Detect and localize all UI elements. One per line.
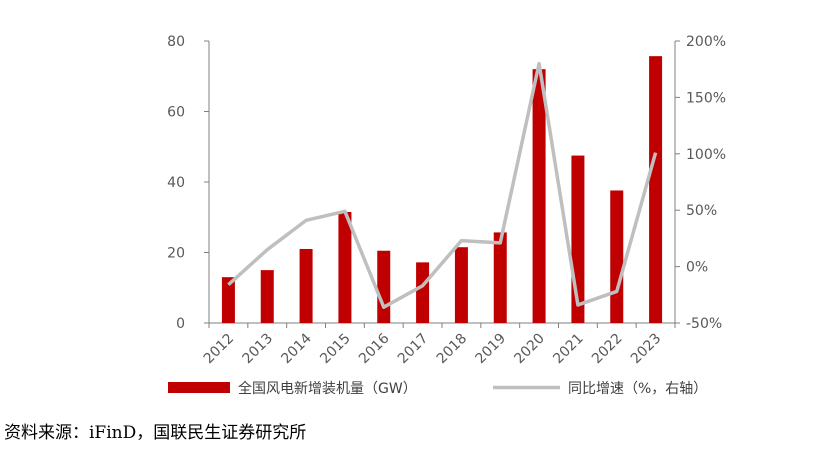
x-tick-label: 2012	[201, 331, 238, 368]
bar-2019	[493, 232, 507, 323]
axes	[204, 40, 680, 328]
left-tick-label: 0	[176, 316, 185, 332]
x-tick-label: 2013	[240, 331, 277, 368]
x-tick-label: 2014	[278, 330, 315, 367]
line-series	[227, 61, 658, 309]
bar-2017	[416, 262, 430, 323]
x-tick-label: 2019	[473, 331, 510, 368]
bar-2012	[221, 277, 235, 323]
bar-2022	[610, 190, 624, 323]
left-tick-label: 60	[167, 105, 185, 121]
x-tick-label: 2022	[589, 331, 626, 368]
x-tick-label: 2023	[628, 331, 665, 368]
right-tick-label: 150%	[686, 90, 726, 106]
right-tick-label: -50%	[686, 316, 722, 332]
legend-bar-swatch	[168, 382, 230, 393]
legend: 全国风电新增装机量（GW） 同比增速（%，右轴）	[168, 380, 707, 397]
bar-2023	[649, 56, 663, 323]
source-note: 资料来源：iFinD，国联民生证券研究所	[4, 423, 307, 443]
right-tick-label: 200%	[686, 34, 726, 50]
bar-2016	[377, 250, 391, 323]
x-tick-label: 2020	[511, 331, 548, 368]
growth-line	[227, 61, 658, 309]
bar-2014	[299, 248, 313, 323]
left-tick-label: 20	[167, 246, 185, 262]
bar-2015	[338, 211, 352, 323]
right-tick-label: 0%	[686, 260, 708, 276]
x-tick-label: 2021	[550, 331, 587, 368]
legend-bar-label: 全国风电新增装机量（GW）	[238, 380, 417, 397]
x-tick-label: 2015	[317, 331, 354, 368]
bar-2020	[532, 69, 546, 323]
right-tick-label: 100%	[686, 147, 726, 163]
bar-2018	[454, 247, 468, 323]
left-tick-label: 40	[167, 175, 185, 191]
x-tick-label: 2016	[356, 330, 393, 367]
left-tick-label: 80	[167, 34, 185, 50]
x-tick-label: 2018	[434, 331, 471, 368]
right-tick-label: 50%	[686, 203, 717, 219]
x-tick-label: 2017	[395, 331, 432, 368]
bar-2013	[260, 270, 274, 323]
legend-line-label: 同比增速（%，右轴）	[568, 381, 707, 397]
bar-series	[221, 56, 663, 323]
